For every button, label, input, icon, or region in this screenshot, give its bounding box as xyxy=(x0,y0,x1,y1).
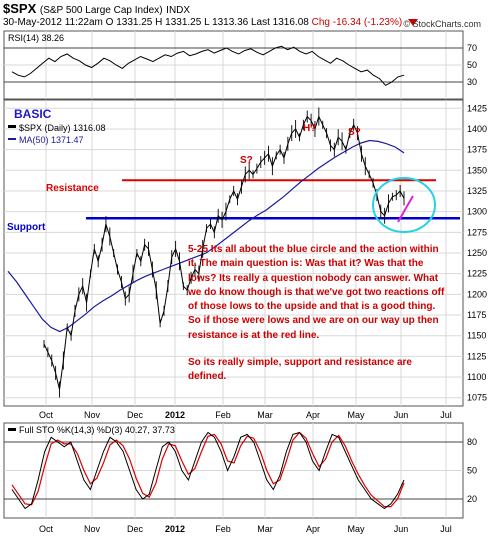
brand-label: © StockCharts.com xyxy=(403,19,481,29)
legend-swatch-symbol xyxy=(8,125,16,128)
analysis-paragraph-1: 5-25 Its all about the blue circle and t… xyxy=(188,244,445,341)
price-xtick-8: Jun xyxy=(394,410,409,420)
symbol-title: $SPX (S&P 500 Large Cap Index) INDX xyxy=(3,1,190,16)
symbol: $SPX xyxy=(3,1,37,16)
rsi-ytick-0: 30 xyxy=(467,77,477,87)
price-xtick-7: May xyxy=(347,410,365,420)
arrow-line xyxy=(397,207,407,223)
stochastic-xtick-4: Feb xyxy=(215,524,231,534)
price-xtick-4: Feb xyxy=(215,410,231,420)
stochastic-xtick-3: 2012 xyxy=(165,524,185,534)
price-ytick-13: 1400 xyxy=(467,124,487,134)
price-ytick-4: 1175 xyxy=(467,310,486,320)
stochastic-ytick-0: 20 xyxy=(467,494,477,504)
price-ytick-2: 1125 xyxy=(467,351,486,361)
price-ytick-3: 1150 xyxy=(467,331,486,341)
quote-high: H 1331.25 xyxy=(155,17,202,28)
rsi-line xyxy=(11,45,405,87)
stochastic-xtick-9: Jul xyxy=(440,524,452,534)
price-ytick-11: 1350 xyxy=(467,165,487,175)
price-ytick-8: 1275 xyxy=(467,227,487,237)
price-xtick-9: Jul xyxy=(440,410,452,420)
rsi-legend: RSI(14) 38.26 xyxy=(8,33,64,43)
price-ytick-12: 1375 xyxy=(467,145,487,155)
price-ytick-1: 1100 xyxy=(467,372,486,382)
stochastic-xtick-5: Mar xyxy=(257,524,273,534)
legend-swatch-ma xyxy=(8,138,16,140)
price-bars xyxy=(43,107,405,398)
stochastic-d-line xyxy=(11,431,405,508)
price-xtick-2: Dec xyxy=(127,410,144,420)
price-ytick-0: 1075 xyxy=(467,393,487,403)
down-triangle-icon xyxy=(408,18,418,26)
symbol-name: (S&P 500 Large Cap Index) xyxy=(39,5,163,16)
price-xtick-1: Nov xyxy=(84,410,101,420)
analysis-paragraph-2: So its really simple, support and resist… xyxy=(188,357,412,383)
stochastic-ytick-2: 80 xyxy=(467,437,477,447)
stochastic-xtick-1: Nov xyxy=(84,524,101,534)
quote-last: Last 1316.08 xyxy=(251,17,309,28)
price-xtick-5: Mar xyxy=(257,410,273,420)
chart-title-basic: BASIC xyxy=(14,107,52,121)
rsi-grid xyxy=(4,31,463,99)
price-ytick-6: 1225 xyxy=(467,269,487,279)
head-label: H? xyxy=(303,123,316,134)
stochastic-x-axis: Oct Nov Dec 2012 Feb Mar Apr May Jun Jul xyxy=(39,524,452,534)
arrow-line-2 xyxy=(405,195,414,209)
quote-line: 30-May-2012 11:22am O 1331.25 H 1331.25 … xyxy=(3,17,418,28)
quote-low: L 1313.36 xyxy=(204,17,249,28)
stochastic-k-line xyxy=(11,431,405,510)
stochastic-ytick-1: 50 xyxy=(467,466,477,476)
stochastic-xtick-0: Oct xyxy=(39,524,54,534)
analysis-note: 5-25 Its all about the blue circle and t… xyxy=(188,243,446,398)
stochastic-xtick-7: May xyxy=(347,524,365,534)
support-label: Support xyxy=(7,222,46,233)
price-ytick-7: 1250 xyxy=(467,248,487,258)
legend-symbol: $SPX (Daily) 1316.08 xyxy=(19,123,106,133)
quote-change: Chg -16.34 (-1.23%) xyxy=(311,17,403,28)
blue-circle-annotation xyxy=(372,177,436,233)
price-ytick-9: 1300 xyxy=(467,207,487,217)
resistance-label: Resistance xyxy=(46,183,99,194)
price-ytick-5: 1200 xyxy=(467,289,487,299)
stochastic-legend: Full STO %K(14,3) %D(3) 40.27, 37.73 xyxy=(19,425,175,435)
quote-open: O 1331.25 xyxy=(105,17,153,28)
shoulder-right-label: S? xyxy=(348,127,361,138)
price-x-axis: Oct Nov Dec 2012 Feb Mar Apr May Jun Jul xyxy=(39,410,452,420)
legend-swatch-sto xyxy=(8,428,16,431)
price-ytick-14: 1425 xyxy=(467,103,487,113)
quote-date: 30-May-2012 11:22am xyxy=(3,17,103,28)
stochastic-grid xyxy=(4,423,463,518)
rsi-ytick-1: 50 xyxy=(467,60,477,70)
ma50-line xyxy=(7,139,405,333)
price-panel: 1075 1100 1125 1150 1175 1200 1225 1250 1275 1300… xyxy=(3,99,487,407)
price-line xyxy=(43,115,405,390)
exchange: INDX xyxy=(166,5,191,16)
stochastic-xtick-2: Dec xyxy=(127,524,144,534)
stochastic-xtick-6: Apr xyxy=(306,524,320,534)
stochastic-panel: 20 50 80 Full STO %K(14,3) %D(3) 40.27, 37… xyxy=(3,422,477,519)
price-xtick-0: Oct xyxy=(39,410,54,420)
stochastic-y-axis: 20 50 80 xyxy=(467,437,477,504)
price-ytick-10: 1325 xyxy=(467,186,487,196)
price-xtick-6: Apr xyxy=(306,410,320,420)
rsi-y-axis: 30 50 70 xyxy=(467,43,477,87)
shoulder-left-label: S? xyxy=(240,155,253,166)
rsi-ytick-2: 70 xyxy=(467,43,477,53)
rsi-panel: 30 50 70 RSI(14) 38.26 xyxy=(3,30,477,100)
price-xtick-3: 2012 xyxy=(165,410,185,420)
legend-ma: MA(50) 1371.47 xyxy=(19,135,84,145)
chart-header: $SPX (S&P 500 Large Cap Index) INDX 30-M… xyxy=(0,0,491,32)
price-y-axis: 1075 1100 1125 1150 1175 1200 1225 1250 1275 1300… xyxy=(467,103,487,402)
stochastic-xtick-8: Jun xyxy=(394,524,409,534)
